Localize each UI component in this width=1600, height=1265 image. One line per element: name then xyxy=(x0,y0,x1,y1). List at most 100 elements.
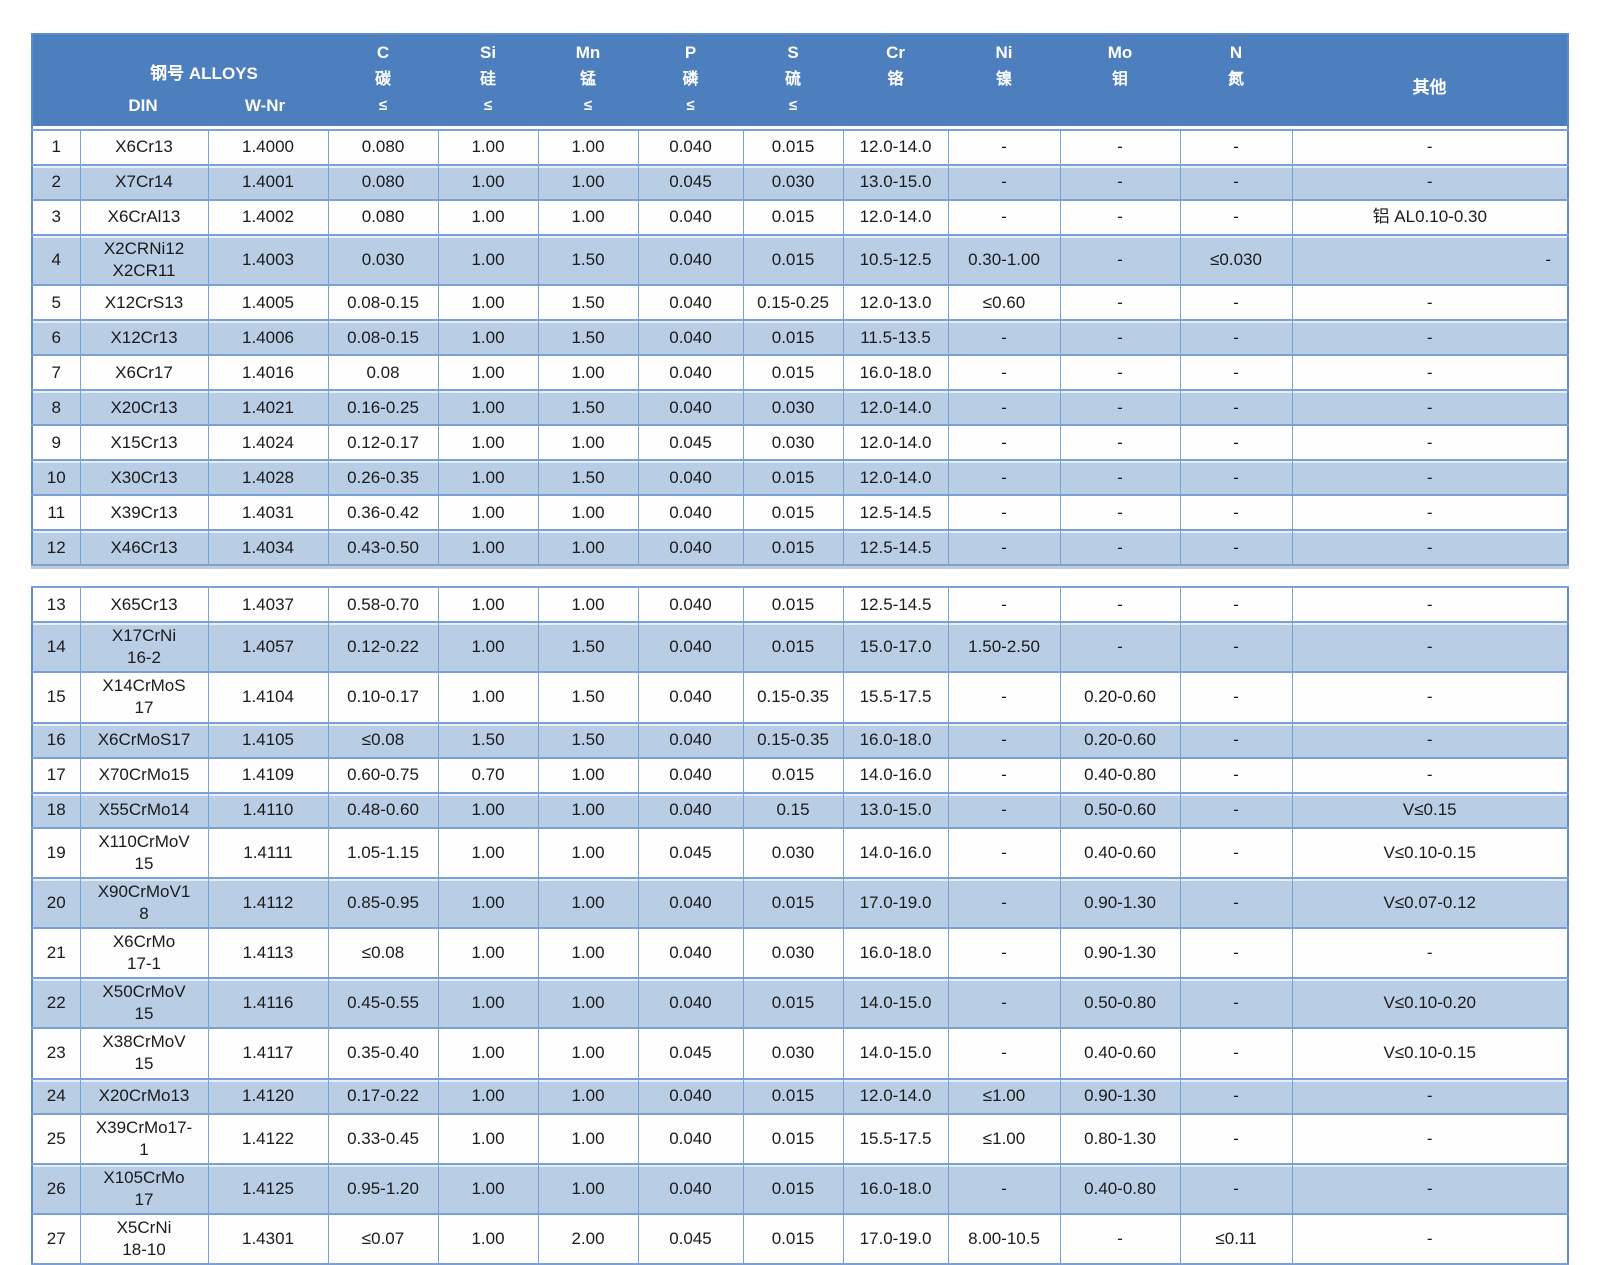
cell-din: X14CrMoS 17 xyxy=(79,671,209,724)
cell-n: - xyxy=(1179,621,1293,674)
cell-row-number: 25 xyxy=(31,1112,81,1165)
cell-mo: 0.90-1.30 xyxy=(1059,876,1181,929)
cell-c: 0.10-0.17 xyxy=(327,671,439,724)
cell-ni: 1.50-2.50 xyxy=(947,621,1061,674)
cell-din: X20Cr13 xyxy=(79,389,209,427)
col-header-other: 其他 xyxy=(1292,34,1568,130)
cell-cr: 15.5-17.5 xyxy=(842,1112,949,1165)
cell-n: ≤0.030 xyxy=(1179,233,1293,287)
cell-cr: 14.0-16.0 xyxy=(842,826,949,879)
cell-ni: - xyxy=(947,586,1061,624)
cell-c: 0.16-0.25 xyxy=(327,389,439,427)
cell-p: 0.040 xyxy=(637,926,744,980)
cell-n: - xyxy=(1179,926,1293,980)
cell-n: - xyxy=(1179,756,1293,794)
cell-wnr: 1.4117 xyxy=(207,1027,329,1080)
col-header-ni: Ni 镍 xyxy=(948,34,1061,130)
cell-row-number: 18 xyxy=(31,791,81,829)
cell-din: X12CrS13 xyxy=(79,284,209,322)
col-symbol: Mo xyxy=(1107,43,1133,62)
cell-si: 1.00 xyxy=(437,926,539,980)
cell-other: - xyxy=(1291,671,1569,724)
cell-si: 1.00 xyxy=(437,977,539,1030)
table-row: 8 X20Cr13 1.4021 0.16-0.25 1.00 1.50 0.040 0.03… xyxy=(31,389,1569,427)
cell-n: - xyxy=(1179,389,1293,427)
cell-n: - xyxy=(1179,1027,1293,1080)
cell-mo: - xyxy=(1059,319,1181,357)
cell-other: V≤0.10-0.20 xyxy=(1291,977,1569,1030)
cell-cr: 13.0-15.0 xyxy=(842,791,949,829)
cell-row-number: 7 xyxy=(31,354,81,392)
col-cn: 铬 xyxy=(887,71,904,89)
col-cn: 镍 xyxy=(996,71,1013,89)
cell-din: X15Cr13 xyxy=(79,424,209,462)
cell-mo: 0.40-0.80 xyxy=(1059,756,1181,794)
cell-c: ≤0.08 xyxy=(327,721,439,759)
cell-cr: 12.5-14.5 xyxy=(842,529,949,567)
col-symbol: P xyxy=(684,43,697,62)
col-symbol: N xyxy=(1229,43,1243,62)
cell-mo: 0.80-1.30 xyxy=(1059,1112,1181,1165)
cell-c: ≤0.07 xyxy=(327,1212,439,1265)
cell-c: 0.080 xyxy=(327,199,439,236)
cell-n: - xyxy=(1179,424,1293,462)
cell-ni: - xyxy=(947,164,1061,201)
table-row: 6 X12Cr13 1.4006 0.08-0.15 1.00 1.50 0.040 0.01… xyxy=(31,319,1569,357)
cell-wnr: 1.4003 xyxy=(207,233,329,287)
col-header-mo: Mo 钼 xyxy=(1060,34,1181,130)
cell-other: - xyxy=(1291,284,1569,322)
cell-wnr: 1.4016 xyxy=(207,354,329,392)
cell-c: 0.030 xyxy=(327,233,439,287)
cell-row-number: 1 xyxy=(31,129,81,166)
cell-c: 0.48-0.60 xyxy=(327,791,439,829)
cell-ni: - xyxy=(947,494,1061,532)
cell-mo: - xyxy=(1059,424,1181,462)
cell-si: 1.00 xyxy=(437,164,539,201)
cell-row-number: 21 xyxy=(31,926,81,980)
cell-n: - xyxy=(1179,1077,1293,1115)
cell-si: 1.00 xyxy=(437,494,539,532)
cell-s: 0.015 xyxy=(742,586,844,624)
cell-wnr: 1.4113 xyxy=(207,926,329,980)
col-cn: 锰 xyxy=(580,71,597,89)
cell-ni: ≤1.00 xyxy=(947,1112,1061,1165)
cell-mn: 1.00 xyxy=(537,529,639,567)
cell-s: 0.015 xyxy=(742,199,844,236)
cell-si: 1.00 xyxy=(437,586,539,624)
cell-mo: 0.90-1.30 xyxy=(1059,926,1181,980)
col-symbol: 其他 xyxy=(1412,78,1447,97)
cell-si: 1.00 xyxy=(437,1112,539,1165)
cell-s: 0.015 xyxy=(742,354,844,392)
cell-other: - xyxy=(1291,319,1569,357)
cell-wnr: 1.4122 xyxy=(207,1112,329,1165)
cell-p: 0.045 xyxy=(637,1212,744,1265)
cell-ni: - xyxy=(947,671,1061,724)
cell-p: 0.040 xyxy=(637,977,744,1030)
cell-din: X2CRNi12 X2CR11 xyxy=(79,233,209,287)
col-header-s: S 硫 ≤ xyxy=(743,34,844,130)
cell-s: 0.015 xyxy=(742,876,844,929)
cell-din: X110CrMoV 15 xyxy=(79,826,209,879)
table-row: 21 X6CrMo 17-1 1.4113 ≤0.08 1.00 1.00 0.040 0.0… xyxy=(31,926,1569,980)
col-cn: 磷 xyxy=(682,71,699,89)
cell-mn: 1.00 xyxy=(537,164,639,201)
col-symbol: Cr xyxy=(886,43,905,62)
cell-cr: 14.0-15.0 xyxy=(842,977,949,1030)
cell-row-number: 12 xyxy=(31,529,81,567)
col-cn: 钼 xyxy=(1112,71,1129,89)
cell-cr: 16.0-18.0 xyxy=(842,926,949,980)
cell-mo: 0.20-0.60 xyxy=(1059,721,1181,759)
cell-mo: 0.90-1.30 xyxy=(1059,1077,1181,1115)
cell-mn: 1.50 xyxy=(537,319,639,357)
cell-din: X90CrMoV1 8 xyxy=(79,876,209,929)
cell-ni: 8.00-10.5 xyxy=(947,1212,1061,1265)
cell-s: 0.015 xyxy=(742,621,844,674)
cell-si: 1.00 xyxy=(437,791,539,829)
col-header-n: N 氮 xyxy=(1180,34,1293,130)
cell-mo: - xyxy=(1059,284,1181,322)
cell-p: 0.040 xyxy=(637,233,744,287)
cell-ni: - xyxy=(947,459,1061,497)
cell-p: 0.045 xyxy=(637,826,744,879)
alloys-group-header: 钢号 ALLOYS DIN W-Nr xyxy=(80,34,329,130)
cell-other: - xyxy=(1291,1162,1569,1215)
